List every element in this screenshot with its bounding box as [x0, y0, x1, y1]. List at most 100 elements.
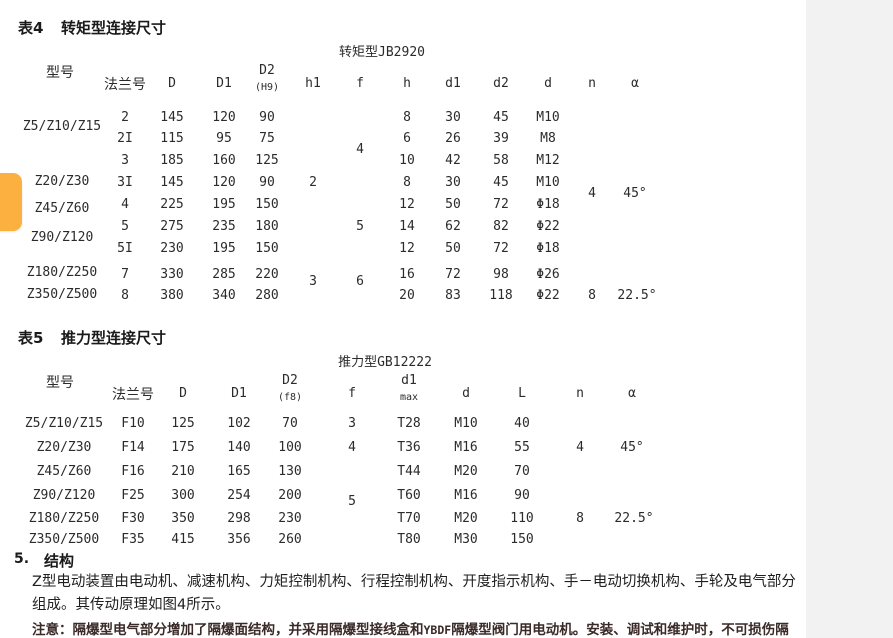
table4-cell-d2-bolt: 82 — [493, 219, 509, 234]
table4-cell-d1: 285 — [212, 267, 236, 282]
table5-cell-d: 125 — [171, 416, 195, 431]
table4-cell-h: 16 — [399, 267, 415, 282]
table4-cell-d1-bolt: 62 — [445, 219, 461, 234]
table4-cell-flange: 4 — [121, 197, 129, 212]
table4-cell-f-merged: 4 — [356, 142, 364, 157]
table5-header-model: 型号 — [46, 375, 74, 391]
table5-cell-d1-stem: T70 — [397, 511, 421, 526]
table5-cell-n-merged: 4 — [576, 440, 584, 455]
notice-prefix: 注意： — [32, 622, 73, 638]
table5-cell-l: 110 — [510, 511, 534, 526]
table4-model-label: Z180/Z250 — [26, 265, 98, 280]
table4-cell-d1: 235 — [212, 219, 236, 234]
table4-header-d: D — [168, 76, 176, 91]
table5-header-l: L — [518, 386, 526, 401]
table4-cell-d2: 90 — [259, 110, 275, 125]
section5-title: 结构 — [44, 552, 75, 570]
table5-cell-flange: F14 — [121, 440, 145, 455]
table5-header-d2: D2 — [282, 373, 298, 388]
table5-cell-model: Z350/Z500 — [28, 532, 100, 547]
table4-cell-d1: 120 — [212, 175, 236, 190]
table4-header-d2-bolt: d2 — [493, 76, 509, 91]
table4-cell-d1-bolt: 30 — [445, 110, 461, 125]
table4-header-h1: h1 — [305, 76, 321, 91]
table4-header-f: f — [356, 76, 364, 91]
table4-cell-d: 145 — [160, 175, 184, 190]
table4-caption-title: 转矩型连接尺寸 — [61, 19, 167, 37]
table5-cell-flange: F30 — [121, 511, 145, 526]
table5-cell-d1: 356 — [227, 532, 251, 547]
table4-cell-d2-bolt: 39 — [493, 131, 509, 146]
table4-cell-d: 330 — [160, 267, 184, 282]
table5-header-d1-max: max — [399, 392, 419, 403]
table4-cell-d-bolt: Φ22 — [536, 219, 560, 234]
table4-model-label: Z20/Z30 — [34, 174, 90, 189]
table4-cell-d: 115 — [160, 131, 184, 146]
table5-cell-d1: 254 — [227, 488, 251, 503]
table5-cell-d-bolt: M20 — [454, 511, 478, 526]
table4-header-h: h — [403, 76, 411, 91]
table4-cell-d2: 220 — [255, 267, 279, 282]
table4-cell-h: 6 — [403, 131, 411, 146]
section5-number: 5. — [14, 551, 30, 567]
table4-cell-n-merged: 8 — [588, 288, 596, 303]
table5-cell-d2: 100 — [278, 440, 302, 455]
table4-model-label: Z90/Z120 — [30, 230, 94, 245]
table4-cell-d2-bolt: 118 — [489, 288, 513, 303]
table4-model-label: Z45/Z60 — [34, 201, 90, 216]
table5-cell-d1-stem: T28 — [397, 416, 421, 431]
table5-cell-f: 3 — [348, 416, 356, 431]
table4-cell-f-merged: 6 — [356, 274, 364, 289]
table5-cell-d-bolt: M10 — [454, 416, 478, 431]
table4-cell-d: 380 — [160, 288, 184, 303]
table4-cell-d2: 150 — [255, 197, 279, 212]
table5-cell-d2: 260 — [278, 532, 302, 547]
table4-cell-h: 14 — [399, 219, 415, 234]
table4-cell-flange: 3 — [121, 153, 129, 168]
table5-cell-f-merged: 5 — [348, 494, 356, 509]
table4-cell-d1-bolt: 83 — [445, 288, 461, 303]
table5-cell-l: 55 — [514, 440, 530, 455]
table4-cell-h: 10 — [399, 153, 415, 168]
table4-header-d1-bolt: d1 — [445, 76, 461, 91]
table5-cell-d-bolt: M16 — [454, 440, 478, 455]
table5-header-d2-tolerance: (f8) — [277, 392, 303, 403]
table5-cell-d1: 165 — [227, 464, 251, 479]
table5-standard-code: GB12222 — [377, 355, 432, 370]
table4-cell-d1-bolt: 72 — [445, 267, 461, 282]
table5-header-d1-stem: d1 — [401, 373, 417, 388]
table4-cell-d-bolt: M10 — [536, 110, 560, 125]
table4-cell-d2: 75 — [259, 131, 275, 146]
table4-cell-d1: 160 — [212, 153, 236, 168]
table5-cell-alpha-merged: 45° — [620, 440, 644, 455]
table5-header-d: D — [179, 386, 187, 401]
table5-cell-model: Z180/Z250 — [28, 511, 100, 526]
table5-cell-flange: F35 — [121, 532, 145, 547]
table5-cell-d2: 200 — [278, 488, 302, 503]
table4-cell-d1-bolt: 50 — [445, 241, 461, 256]
notice-text-a: 隔爆型电气部分增加了隔爆面结构，并采用隔爆型接线盒和 — [72, 622, 424, 638]
table4-header-n: n — [588, 76, 596, 91]
table4-header-alpha: α — [631, 76, 639, 91]
table4-caption-label: 表4 — [18, 19, 44, 37]
table4-cell-flange: 7 — [121, 267, 129, 282]
table5-cell-d: 415 — [171, 532, 195, 547]
table4-cell-d1-bolt: 26 — [445, 131, 461, 146]
table5-cell-alpha-merged: 22.5° — [614, 511, 654, 526]
orange-side-tab-widget[interactable] — [0, 173, 22, 231]
table5-cell-d1: 298 — [227, 511, 251, 526]
table4-cell-d1: 195 — [212, 241, 236, 256]
table4-header-d2: D2 — [259, 63, 275, 78]
table4-cell-h: 12 — [399, 197, 415, 212]
table4-cell-d: 145 — [160, 110, 184, 125]
table5-header-d-bolt: d — [462, 386, 470, 401]
table5-caption-label: 表5 — [18, 329, 44, 347]
section5-paragraph-line-1: Z型电动装置由电动机、减速机构、力矩控制机构、行程控制机构、开度指示机构、手－电… — [32, 574, 796, 590]
table5-standard: 推力型GB12222 — [338, 351, 432, 370]
table4-cell-h: 20 — [399, 288, 415, 303]
table5-header-flange: 法兰号 — [112, 387, 154, 403]
table4-cell-d-bolt: Φ26 — [536, 267, 560, 282]
section5-notice-line: 注意：隔爆型电气部分增加了隔爆面结构，并采用隔爆型接线盒和YBDF隔爆型阀门用电… — [32, 618, 789, 638]
table4-cell-d1: 340 — [212, 288, 236, 303]
table4-cell-d2: 125 — [255, 153, 279, 168]
